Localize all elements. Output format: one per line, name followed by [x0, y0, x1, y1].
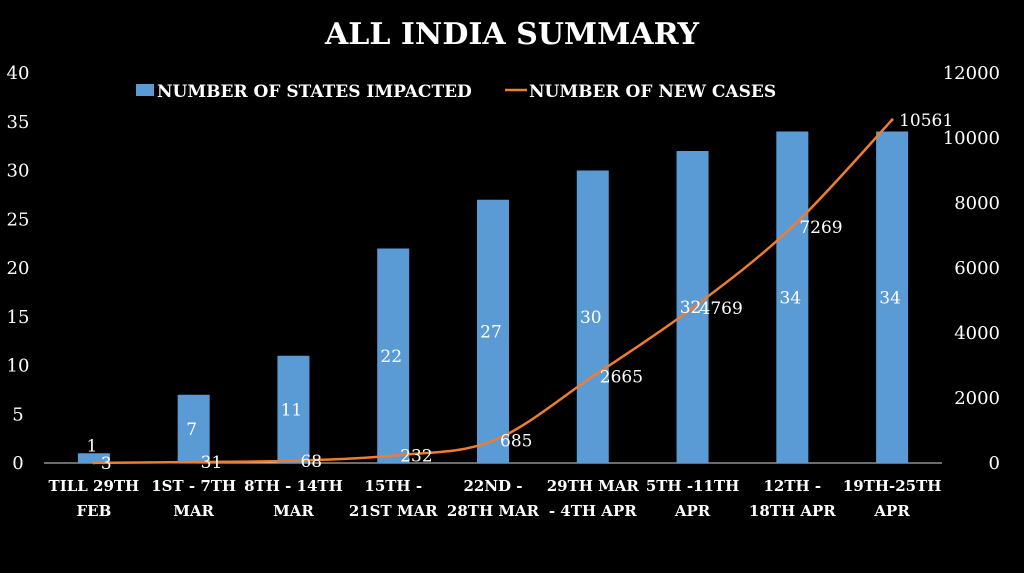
- bar: [876, 131, 909, 463]
- bar: [377, 248, 410, 463]
- x-tick-label: TILL 29TH: [49, 477, 140, 495]
- line-data-label: 7269: [799, 218, 842, 238]
- bar-data-label: 1: [86, 436, 97, 456]
- bar-data-label: 30: [580, 308, 602, 328]
- bar: [277, 355, 310, 463]
- y-right-tick-label: 2000: [954, 388, 1000, 409]
- x-tick-label: 28TH MAR: [447, 502, 540, 520]
- bar: [477, 199, 509, 463]
- x-tick-label: APR: [674, 502, 711, 520]
- y-left-tick-label: 0: [12, 453, 23, 474]
- bar-data-label: 22: [380, 347, 402, 367]
- line-point: [790, 225, 794, 229]
- axes: 0510152025303540020004000600080001000012…: [7, 63, 1000, 520]
- line-data-label: 685: [500, 432, 532, 452]
- x-tick-label: MAR: [273, 502, 314, 520]
- y-right-tick-label: 4000: [954, 323, 1000, 344]
- y-left-tick-label: 35: [7, 112, 30, 133]
- line-data-label: 10561: [899, 111, 953, 131]
- chart-title: ALL INDIA SUMMARY: [324, 17, 700, 52]
- x-tick-label: 22ND -: [463, 477, 522, 495]
- chart-legend: NUMBER OF STATES IMPACTED NUMBER OF NEW …: [136, 82, 776, 102]
- bar-data-label: 34: [780, 288, 802, 308]
- line-point: [591, 374, 595, 378]
- new-cases-line: [93, 118, 894, 465]
- legend-label-new-cases: NUMBER OF NEW CASES: [529, 82, 776, 102]
- x-tick-label: 12TH -: [764, 477, 822, 495]
- legend-label-states: NUMBER OF STATES IMPACTED: [157, 82, 472, 102]
- line-point: [192, 460, 196, 464]
- y-right-tick-label: 10000: [943, 128, 1000, 149]
- x-tick-label: 8TH - 14TH: [244, 477, 343, 495]
- x-tick-label: - 4TH APR: [549, 502, 637, 520]
- y-left-tick-label: 15: [7, 307, 30, 328]
- y-left-tick-label: 25: [7, 209, 30, 230]
- line-data-label: 2665: [600, 367, 643, 387]
- x-tick-label: MAR: [173, 502, 214, 520]
- line-point: [691, 306, 695, 310]
- line-series-new-cases: [92, 118, 894, 465]
- y-left-tick-label: 20: [7, 258, 30, 279]
- y-right-tick-label: 0: [989, 453, 1000, 474]
- x-tick-label: 15TH -: [364, 477, 422, 495]
- bar: [576, 170, 609, 463]
- bar-data-label: 11: [281, 400, 303, 420]
- data-labels: 1 7 11 22 27 30 32 34 34 3 31 68 232 685 2665 4769 7269 1…: [86, 111, 953, 474]
- line-data-label: 31: [201, 453, 223, 473]
- x-tick-label: 5TH -11TH: [646, 477, 739, 495]
- line-data-label: 68: [300, 452, 322, 472]
- y-left-tick-label: 10: [7, 356, 30, 377]
- y-right-tick-label: 12000: [943, 63, 1000, 84]
- bar: [77, 453, 110, 463]
- y-left-tick-label: 40: [7, 63, 30, 84]
- line-data-label: 4769: [700, 299, 743, 319]
- line-data-label: 232: [400, 446, 432, 466]
- bar-series-states-impacted: [77, 131, 909, 463]
- y-left-tick-label: 30: [7, 161, 30, 182]
- y-right-tick-label: 6000: [954, 258, 1000, 279]
- y-left-tick-label: 5: [12, 404, 23, 425]
- bar: [776, 131, 809, 463]
- bar-data-label: 7: [186, 420, 197, 440]
- x-tick-label: 21ST MAR: [349, 502, 438, 520]
- x-tick-label: FEB: [77, 502, 112, 520]
- bar: [177, 394, 210, 463]
- line-point: [291, 459, 295, 463]
- line-point: [491, 439, 495, 443]
- bar-data-label: 34: [879, 288, 901, 308]
- line-point: [391, 453, 395, 457]
- line-point: [92, 461, 96, 465]
- line-point: [890, 118, 894, 122]
- x-tick-label: 29TH MAR: [547, 477, 640, 495]
- bar-data-label: 27: [480, 322, 502, 342]
- x-tick-label: 1ST - 7TH: [151, 477, 236, 495]
- x-tick-label: 18TH APR: [749, 502, 836, 520]
- y-right-tick-label: 8000: [954, 193, 1000, 214]
- legend-swatch-states: [136, 84, 154, 96]
- bar-data-label: 32: [680, 298, 702, 318]
- line-data-label: 3: [101, 454, 112, 474]
- x-tick-label: 19TH-25TH: [843, 477, 942, 495]
- x-tick-label: APR: [873, 502, 910, 520]
